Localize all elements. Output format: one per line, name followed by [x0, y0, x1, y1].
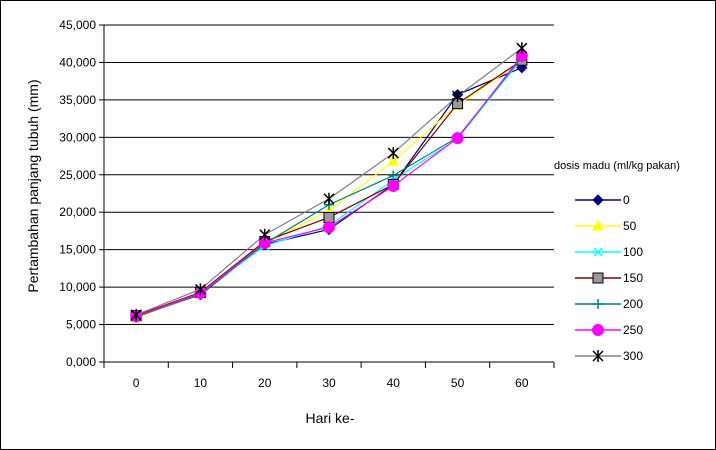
grid: [104, 24, 554, 326]
y-tick-label: 0,000: [66, 355, 96, 369]
legend-title: dosis madu (ml/kg pakan): [554, 160, 680, 172]
data-point: [592, 272, 604, 284]
data-point: [592, 324, 604, 336]
legend-entry: 250: [575, 323, 643, 337]
legend-entry: 300: [575, 349, 643, 363]
x-tick-label: 60: [515, 376, 529, 390]
data-point: [130, 308, 142, 321]
data-point: [323, 211, 335, 223]
legend-entry: 200: [575, 297, 643, 311]
y-tick-label: 20,000: [59, 205, 96, 219]
y-axis-label: Pertambahan panjang tubuh (mm): [25, 79, 41, 292]
y-tick-label: 5,000: [66, 318, 96, 332]
legend-label: 300: [623, 349, 643, 363]
y-tick-label: 30,000: [59, 130, 96, 144]
legend: dosis madu (ml/kg pakan) 0 50 100 150 200 250…: [554, 160, 680, 363]
legend-label: 200: [623, 297, 643, 311]
y-tick-label: 35,000: [59, 93, 96, 107]
data-point: [388, 170, 399, 181]
data-point: [516, 42, 528, 55]
y-tick-label: 25,000: [59, 168, 96, 182]
data-point: [387, 147, 399, 160]
legend-label: 0: [623, 193, 630, 207]
legend-entry: 150: [575, 271, 643, 285]
data-point: [323, 192, 335, 205]
data-point: [593, 299, 603, 309]
series: [130, 42, 528, 323]
x-tick-label: 50: [451, 376, 465, 390]
legend-entry: 0: [575, 193, 630, 207]
data-point: [592, 350, 604, 362]
x-tick-label: 0: [133, 376, 140, 390]
legend-label: 250: [623, 323, 643, 337]
legend-label: 150: [623, 271, 643, 285]
x-axis-label: Hari ke-: [305, 410, 354, 426]
data-point: [323, 221, 335, 234]
x-tick-label: 30: [322, 376, 336, 390]
x-tick-label: 20: [258, 376, 272, 390]
data-point: [259, 228, 271, 241]
y-tick-label: 10,000: [59, 280, 96, 294]
legend-label: 100: [623, 245, 643, 259]
x-tick-label: 40: [387, 376, 401, 390]
legend-entry: 50: [575, 219, 637, 233]
data-point: [452, 90, 464, 103]
x-tick-label: 10: [194, 376, 208, 390]
data-point: [387, 180, 400, 193]
y-tick-label: 15,000: [59, 243, 96, 257]
legend-entry: 100: [575, 245, 643, 259]
y-tick-label: 40,000: [59, 55, 96, 69]
data-point: [592, 194, 604, 206]
axes: 0,000 5,000 10,000 15,000 20,000 25,000 30,000…: [59, 18, 555, 390]
data-point: [593, 247, 603, 257]
data-point: [387, 155, 400, 166]
data-point: [592, 219, 604, 231]
data-point: [451, 132, 464, 145]
series-300: [130, 42, 528, 321]
y-tick-label: 45,000: [59, 18, 96, 32]
data-point: [194, 283, 206, 296]
legend-label: 50: [623, 219, 637, 233]
